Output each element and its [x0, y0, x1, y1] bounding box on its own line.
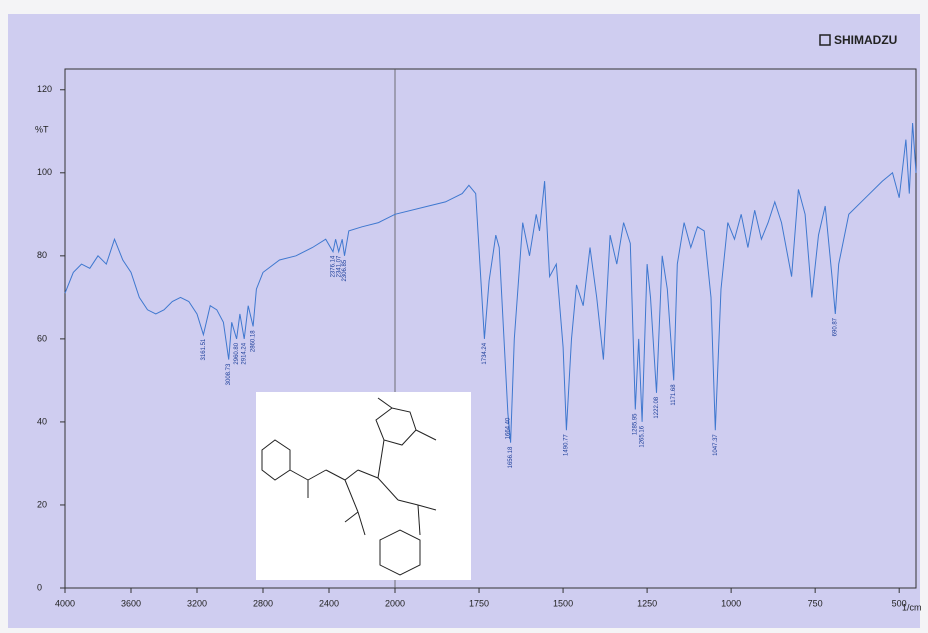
peak-label: 2376.14 — [331, 255, 337, 277]
brand: SHIMADZU — [834, 33, 897, 47]
y-tick-label: 100 — [37, 167, 52, 177]
y-tick-label: 120 — [37, 84, 52, 94]
y-tick-label: 0 — [37, 582, 42, 592]
x-tick-label: 1250 — [637, 598, 657, 608]
x-tick-label: 2400 — [319, 598, 339, 608]
peak-label: 1734.24 — [482, 342, 488, 364]
peak-label: 2341.07 — [336, 255, 342, 277]
structure-inset — [256, 392, 471, 580]
peak-label: 690.87 — [833, 317, 839, 336]
peak-label: 1265.16 — [640, 425, 646, 447]
x-tick-label: 3200 — [187, 598, 207, 608]
y-tick-label: 20 — [37, 499, 47, 509]
peak-label: 2960.80 — [234, 342, 240, 364]
peak-label: 1285.95 — [633, 413, 639, 435]
peak-label: 1490.77 — [564, 434, 570, 456]
x-tick-label: 1000 — [721, 598, 741, 608]
y-axis-label: %T — [35, 124, 49, 134]
spectrum-line — [64, 122, 917, 443]
y-tick-label: 40 — [37, 416, 47, 426]
structure-drawing — [261, 397, 437, 576]
peak-label: 2914.24 — [242, 342, 248, 364]
inset-box — [256, 392, 471, 580]
x-tick-label: 2800 — [253, 598, 273, 608]
peak-label: 2860.18 — [251, 330, 257, 352]
peak-label: 1222.08 — [654, 396, 660, 418]
y-tick-label: 60 — [37, 333, 47, 343]
x-tick-label: 1750 — [469, 598, 489, 608]
x-tick-label: 2000 — [385, 598, 405, 608]
x-tick-label: 4000 — [55, 598, 75, 608]
x-tick-label: 1500 — [553, 598, 573, 608]
peak-label: 1047.37 — [713, 434, 719, 456]
peak-label: 1656.18 — [508, 446, 514, 468]
peak-label: 3161.51 — [201, 338, 207, 360]
peak-label: 3008.73 — [226, 363, 232, 385]
brand-logo — [819, 34, 831, 46]
peak-label: 1664.40 — [505, 417, 511, 439]
x-tick-label: 500 — [892, 598, 907, 608]
x-tick-label: 3600 — [121, 598, 141, 608]
peak-label: 2306.85 — [342, 259, 348, 281]
x-tick-label: 750 — [808, 598, 823, 608]
y-tick-label: 80 — [37, 250, 47, 260]
x-axis-label: 1/cm — [902, 602, 922, 612]
plot-frame — [64, 68, 917, 589]
peak-label: 1171.68 — [671, 384, 677, 406]
